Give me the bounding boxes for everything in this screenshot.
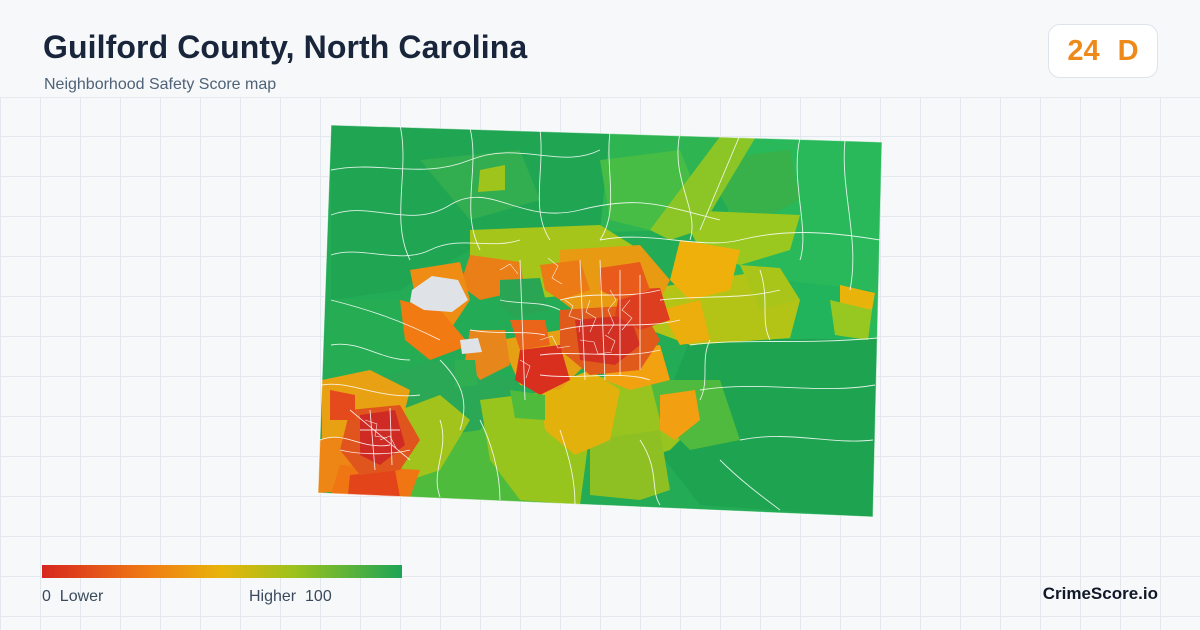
score-value: 24: [1067, 34, 1100, 67]
legend-color-scale: [42, 565, 402, 578]
safety-score-badge: 24 D: [1048, 24, 1158, 78]
legend-min-label: Lower: [59, 588, 104, 605]
page-title: Guilford County, North Carolina: [43, 29, 528, 65]
legend-max-label: Higher: [249, 588, 297, 605]
header-band: [0, 0, 1200, 98]
legend-min-value: 0: [42, 588, 51, 605]
legend-max: Higher 100: [249, 588, 332, 606]
county-shape: [318, 125, 882, 517]
brand-logo-text: CrimeScore.io: [1042, 584, 1158, 603]
legend-min: 0 Lower: [42, 588, 103, 606]
legend-max-value: 100: [305, 588, 332, 605]
score-grade: D: [1117, 34, 1139, 67]
page-subtitle: Neighborhood Safety Score map: [44, 76, 277, 93]
